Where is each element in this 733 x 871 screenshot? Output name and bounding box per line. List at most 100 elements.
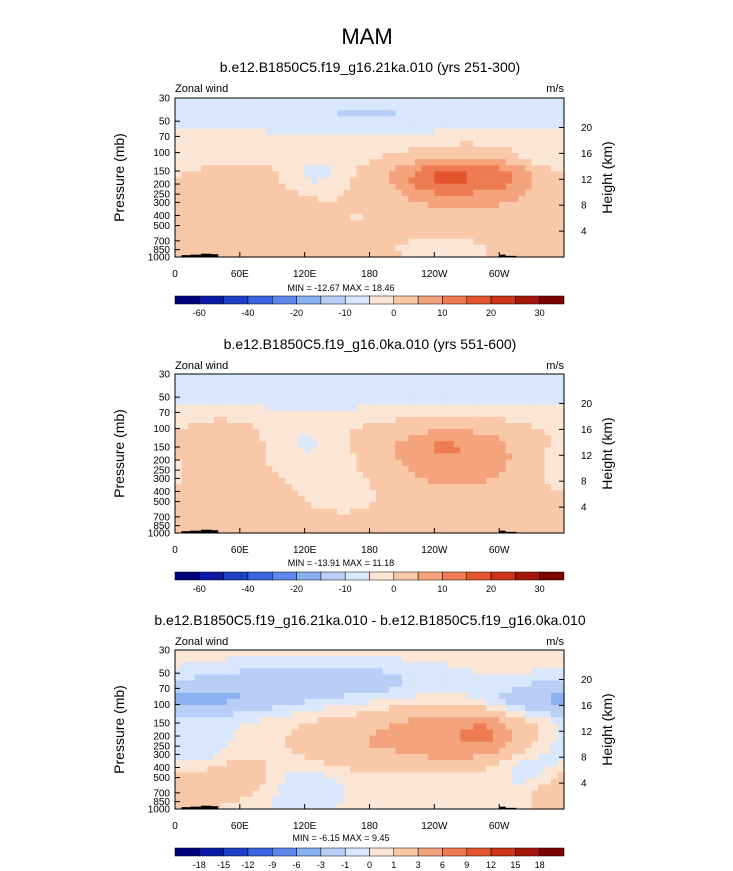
heatmap-cell <box>421 802 429 810</box>
heatmap-cell <box>518 778 526 786</box>
heatmap-cell <box>447 753 455 761</box>
heatmap-cell <box>285 471 293 479</box>
heatmap-cell <box>434 165 442 172</box>
heatmap-cell <box>194 760 202 767</box>
heatmap-cell <box>427 747 435 755</box>
heatmap-cell <box>499 250 507 258</box>
heatmap-cell <box>518 386 526 393</box>
heatmap-cell <box>512 484 520 491</box>
heatmap-cell <box>518 435 526 442</box>
heatmap-cell <box>427 189 435 197</box>
heatmap-cell <box>395 526 403 534</box>
heatmap-cell <box>421 410 429 418</box>
heatmap-cell <box>291 104 299 111</box>
heatmap-cell <box>220 422 228 430</box>
heatmap-cell <box>382 526 390 534</box>
heatmap-cell <box>272 692 280 700</box>
heatmap-cell <box>421 195 429 203</box>
heatmap-cell <box>460 747 468 755</box>
heatmap-cell <box>401 692 409 700</box>
heatmap-cell <box>194 398 202 406</box>
heatmap-cell <box>252 416 260 424</box>
heatmap-cell <box>544 404 552 412</box>
heatmap-cell <box>434 98 442 105</box>
heatmap-cell <box>213 435 221 442</box>
heatmap-cell <box>401 226 409 234</box>
min-max-stats: MIN = -13.91 MAX = 11.18 <box>288 558 394 568</box>
colorbar-label: 15 <box>510 860 520 870</box>
heatmap-cell <box>453 772 461 780</box>
heatmap-cell <box>226 692 234 700</box>
heatmap-cell <box>200 514 209 522</box>
heatmap-cell <box>311 232 319 240</box>
heatmap-cell <box>200 128 209 136</box>
heatmap-cell <box>434 766 442 773</box>
heatmap-cell <box>213 429 221 436</box>
heatmap-cell <box>460 104 468 111</box>
heatmap-cell <box>272 747 280 755</box>
heatmap-cell <box>311 447 319 455</box>
heatmap-cell <box>401 790 409 798</box>
heatmap-cell <box>181 140 189 148</box>
heatmap-cell <box>538 668 546 676</box>
heatmap-cell <box>499 232 507 240</box>
heatmap-cell <box>265 208 273 215</box>
heatmap-cell <box>330 429 338 436</box>
heatmap-cell <box>538 796 546 804</box>
heatmap-cell <box>317 189 325 197</box>
heatmap-cell <box>363 680 371 688</box>
heatmap-cell <box>200 650 209 657</box>
heatmap-cell <box>259 398 267 406</box>
heatmap-cell <box>434 134 442 142</box>
heatmap-cell <box>479 790 487 798</box>
heatmap-cell <box>369 656 377 663</box>
heatmap-cell <box>272 110 280 117</box>
heatmap-cell <box>512 674 520 682</box>
heatmap-cell <box>369 159 377 166</box>
heatmap-cell <box>492 116 500 124</box>
heatmap-cell <box>200 496 209 504</box>
heatmap-cell <box>492 668 500 676</box>
heatmap-cell <box>434 441 442 448</box>
heatmap-cell <box>421 662 429 669</box>
heatmap-cell <box>350 429 358 436</box>
heatmap-cell <box>324 698 332 706</box>
heatmap-cell <box>187 477 196 485</box>
heatmap-cell <box>544 380 552 387</box>
heatmap-cell <box>252 453 260 461</box>
heatmap-cell <box>518 766 526 773</box>
heatmap-cell <box>350 705 358 712</box>
heatmap-cells <box>175 98 565 258</box>
heatmap-cell <box>395 177 403 185</box>
heatmap-cell <box>285 790 293 798</box>
colorbar-swatch <box>296 295 322 305</box>
heatmap-cell <box>363 410 371 418</box>
heatmap-cell <box>337 668 345 676</box>
heatmap-cell <box>414 484 422 491</box>
heatmap-cell <box>505 741 513 749</box>
heatmap-cell <box>375 159 384 166</box>
heatmap-cell <box>187 656 196 663</box>
heatmap-cell <box>414 134 422 142</box>
heatmap-cell <box>479 735 487 743</box>
heatmap-cell <box>388 441 397 448</box>
heatmap-cell <box>401 153 409 160</box>
heatmap-cell <box>363 760 371 767</box>
heatmap-cell <box>505 471 513 479</box>
heatmap-cell <box>492 502 500 510</box>
heatmap-cell <box>551 753 559 761</box>
heatmap-cell <box>538 250 546 258</box>
heatmap-cell <box>330 453 338 461</box>
heatmap-cell <box>343 668 351 676</box>
heatmap-cell <box>330 717 338 724</box>
heatmap-cell <box>239 526 247 534</box>
heatmap-cell <box>200 220 209 228</box>
heatmap-cell <box>298 778 306 786</box>
heatmap-cell <box>194 784 202 792</box>
heatmap-cell <box>175 146 183 154</box>
heatmap-cell <box>421 711 429 718</box>
heatmap-cell <box>395 711 403 718</box>
colorbar-swatch <box>174 295 200 305</box>
heatmap-cell <box>518 477 526 485</box>
heatmap-cell <box>505 159 513 166</box>
